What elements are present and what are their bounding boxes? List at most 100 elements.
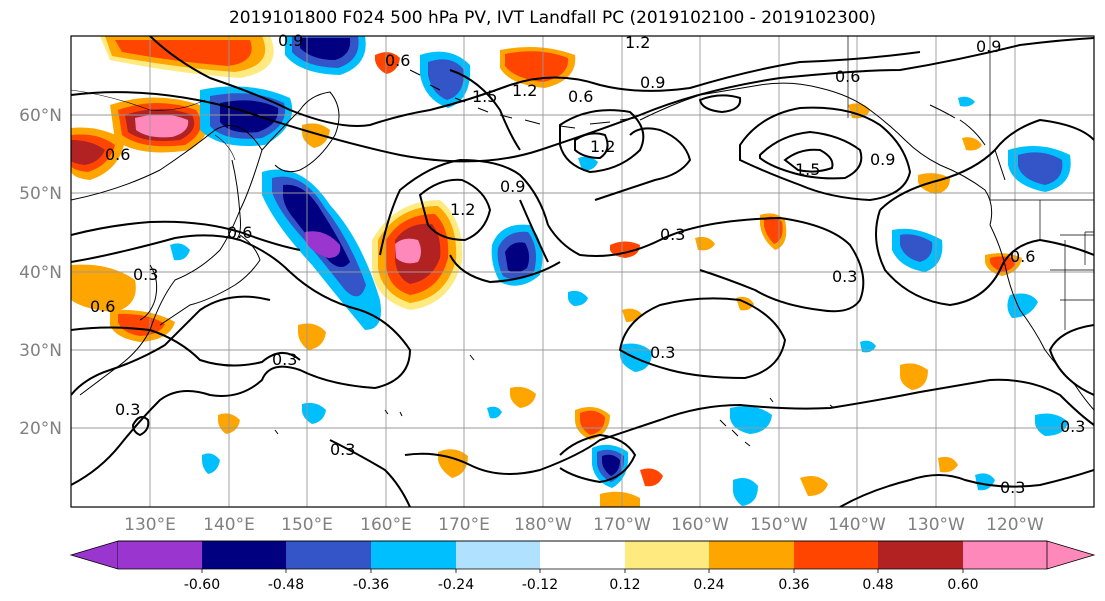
pv-fill-positive	[395, 238, 421, 264]
colorbar-tick-label: -0.60	[184, 577, 220, 593]
pv-fill-positive	[375, 52, 400, 74]
contour-label: 0.3	[272, 350, 297, 369]
contour-line	[698, 94, 742, 114]
contour-label: 0.6	[568, 87, 593, 106]
pv-fill-negative	[428, 59, 465, 100]
colorbar: -0.60 -0.48 -0.36 -0.24 -0.12 0.12 0.24 …	[69, 540, 1096, 593]
pv-fill-positive	[505, 51, 569, 82]
pv-fill-positive	[962, 137, 982, 151]
colorbar-segment	[202, 541, 286, 569]
contour-label: 0.3	[1000, 478, 1025, 497]
lon-label: 180°W	[514, 515, 572, 535]
pv-fill-positive	[800, 476, 828, 496]
lon-label: 130°W	[907, 515, 965, 535]
pv-fill-positive	[115, 40, 252, 66]
pv-fill-positive	[695, 236, 715, 251]
pv-fill-positive	[438, 449, 468, 478]
colorbar-tick-label: -0.36	[353, 577, 389, 593]
colorbar-segment	[963, 541, 1047, 569]
contour-label: 0.9	[976, 37, 1001, 56]
pv-fill-positive	[918, 173, 950, 194]
pv-fill-negative	[578, 156, 598, 171]
pv-fill-negative	[730, 406, 772, 434]
contour-line	[404, 378, 1094, 475]
pv-fill-negative	[958, 96, 975, 107]
contour-label: 0.6	[835, 67, 860, 86]
lon-label: 170°E	[438, 515, 490, 535]
colorbar-segment	[540, 541, 625, 569]
contour-label: 0.6	[385, 51, 410, 70]
coastline-sakhalin	[231, 159, 241, 241]
contour-label: 1.5	[795, 160, 820, 179]
colorbar-tick-label: -0.12	[522, 577, 558, 593]
contour-line	[547, 216, 865, 313]
contour-label: 0.9	[278, 31, 303, 50]
contour-label: 0.6	[90, 297, 115, 316]
contour-labels: 0.9 1.2 0.6 0.9 0.6 1.5 1.2 0.9 1.2 0.6 …	[90, 31, 1085, 497]
pv-fill-negative	[1018, 152, 1063, 185]
lat-label: 40°N	[19, 263, 62, 283]
coastline-japan	[159, 234, 261, 326]
pacific-islands	[274, 354, 835, 435]
contour-line	[559, 433, 637, 484]
pv-fill-positive	[298, 323, 326, 350]
lon-label: 160°W	[671, 515, 729, 535]
colorbar-tick-label: 0.60	[947, 577, 978, 593]
contour-line	[839, 469, 1094, 507]
pv-fill-negative	[487, 406, 502, 419]
contour-label: 0.3	[1060, 417, 1085, 436]
pv-fill-positive	[640, 468, 663, 487]
ivt-contours	[71, 36, 1094, 507]
colorbar-tick-label: 0.24	[693, 577, 724, 593]
contour-line	[71, 37, 1094, 163]
contour-line	[1048, 324, 1094, 396]
colorbar-segment	[69, 540, 119, 570]
colorbar-segment	[286, 541, 371, 569]
map-frame	[70, 35, 1095, 508]
pv-fill-negative	[302, 402, 326, 424]
contour-label: 1.5	[472, 87, 497, 106]
colorbar-segment	[794, 541, 878, 569]
contour-label: 0.9	[500, 177, 525, 196]
contour-line	[71, 234, 412, 486]
colorbar-tick-label: -0.48	[268, 577, 304, 593]
pv-fill-negative	[202, 453, 220, 474]
lat-label: 60°N	[19, 106, 62, 126]
contour-label: 0.3	[650, 343, 675, 362]
contour-label: 0.3	[330, 440, 355, 459]
pv-fill-positive	[510, 386, 536, 408]
contour-label: 0.6	[227, 223, 252, 242]
pv-fill-positive	[975, 473, 995, 491]
pv-fill-positive	[764, 216, 783, 244]
pv-fill-positive	[135, 114, 189, 138]
contour-line	[71, 295, 271, 396]
colorbar-segment	[456, 541, 540, 569]
contour-line	[71, 220, 301, 251]
pv-fill-positive	[622, 308, 642, 322]
pv-fill-positive	[71, 264, 136, 312]
coastline-korea	[139, 264, 158, 321]
coastline-asia	[71, 125, 263, 396]
pv-fill-negative	[900, 234, 933, 262]
contour-line	[71, 326, 301, 367]
pv-fill-negative	[505, 242, 530, 273]
colorbar-segment	[371, 541, 456, 569]
coastline-alaska	[639, 82, 993, 226]
contour-label: 0.6	[105, 145, 130, 164]
lon-label: 160°E	[360, 515, 412, 535]
lon-label: 140°E	[203, 515, 255, 535]
colorbar-segment	[118, 541, 202, 569]
contour-label: 0.6	[1010, 247, 1035, 266]
contour-line	[559, 109, 645, 174]
contour-line	[149, 36, 921, 127]
hawaii-islands	[719, 419, 751, 447]
contour-line	[875, 209, 1094, 307]
coastlines	[71, 36, 1094, 447]
contour-label: 0.3	[115, 400, 140, 419]
contour-label: 0.9	[640, 73, 665, 92]
pv-fill-negative	[305, 231, 341, 258]
colorbar-segment	[878, 541, 963, 569]
contour-label: 0.3	[832, 267, 857, 286]
contour-line	[759, 130, 863, 180]
